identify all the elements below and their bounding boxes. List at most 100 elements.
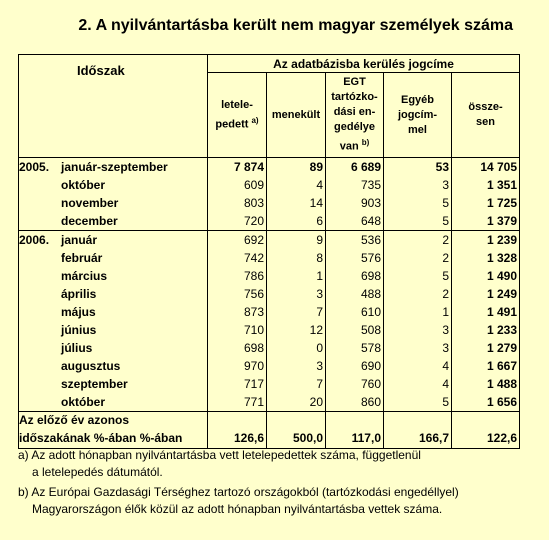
col-osszesen-cell: 1 491 — [450, 303, 521, 321]
table-row: szeptember 717 7 760 4 1 488 — [18, 375, 521, 393]
year-label: 2006. — [19, 233, 50, 247]
col-letelepedett-cell: 720 — [207, 212, 267, 231]
col-egyeb-pct: 166,7 — [383, 429, 452, 449]
col-egyeb-cell: 3 — [383, 176, 452, 194]
col-menekult-cell: 6 — [266, 212, 326, 231]
col-menekult-cell: 0 — [266, 339, 326, 357]
col-menekult-cell: 7 — [266, 303, 326, 321]
month-label: szeptember — [61, 377, 128, 391]
table-row: október 609 4 735 3 1 351 — [18, 176, 521, 194]
empty-cell — [383, 411, 452, 429]
month-label: január — [61, 233, 98, 247]
footnote-ref: a) — [251, 115, 259, 125]
month-label: október — [61, 395, 106, 409]
col-egyeb-cell: 2 — [383, 230, 452, 249]
header-line: menekült — [271, 108, 321, 121]
period-cell: június — [18, 321, 208, 339]
month-label: március — [61, 269, 108, 283]
header-line: gedélye — [334, 121, 375, 134]
col-egyeb-cell: 53 — [383, 157, 452, 176]
table-row: február 742 8 576 2 1 328 — [18, 249, 521, 267]
col-osszesen-cell: 1 279 — [450, 339, 521, 357]
header-line: mel — [408, 123, 427, 136]
col-menekult-cell: 4 — [266, 176, 326, 194]
month-label: január-szeptember — [61, 160, 168, 174]
month-label: december — [61, 214, 118, 228]
col-letelepedett-cell: 717 — [207, 375, 267, 393]
header-line: jogcím- — [397, 108, 438, 121]
col-egyeb-cell: 5 — [383, 194, 452, 212]
col-egyeb-cell: 1 — [383, 303, 452, 321]
table-title: 2. A nyilvántartásba került nem magyar s… — [78, 17, 513, 34]
col-egt-cell: 488 — [325, 285, 384, 303]
group-header: Az adatbázisba kerülés jogcíme — [206, 54, 521, 73]
col-egyeb-cell: 3 — [383, 321, 452, 339]
period-cell: február — [18, 249, 208, 267]
month-label: november — [61, 196, 119, 210]
col-osszesen-cell: 1 249 — [450, 285, 521, 303]
col-egyeb-cell: 5 — [383, 267, 452, 285]
col-egt-cell: 578 — [325, 339, 384, 357]
col-menekult-cell: 3 — [266, 357, 326, 375]
col-menekult-cell: 1 — [266, 267, 326, 285]
col-egt-cell: 648 — [325, 212, 384, 231]
period-cell: november — [18, 194, 208, 212]
col-letelepedett-cell: 970 — [207, 357, 267, 375]
footnote-line: a) Az adott hónapban nyilvántartásba vet… — [18, 448, 421, 462]
period-cell: október — [18, 393, 208, 412]
table-row: május 873 7 610 1 1 491 — [18, 303, 521, 321]
col-menekult-cell: 12 — [266, 321, 326, 339]
period-cell: április — [18, 285, 208, 303]
col-egt-cell: 903 — [325, 194, 384, 212]
col-egt-cell: 536 — [325, 230, 384, 249]
col-osszesen-cell: 1 379 — [450, 212, 521, 231]
col-menekult-cell: 7 — [266, 375, 326, 393]
footnotes: a) Az adott hónapban nyilvántartásba vet… — [18, 447, 528, 521]
col-egyeb-cell: 3 — [383, 339, 452, 357]
month-label: május — [61, 305, 96, 319]
col-letelepedett-cell: 771 — [207, 393, 267, 412]
header-line: letele- — [221, 98, 253, 111]
table-row: november 803 14 903 5 1 725 — [18, 194, 521, 212]
footnote-line: Magyarországon élők közül az adott hónap… — [32, 502, 443, 516]
col-menekult-header: menekült — [266, 72, 326, 158]
period-cell: október — [18, 176, 208, 194]
col-menekult-cell: 14 — [266, 194, 326, 212]
col-letelepedett-cell: 756 — [207, 285, 267, 303]
col-letelepedett-cell: 7 874 — [207, 157, 267, 176]
month-label: április — [61, 287, 97, 301]
col-egyeb-header: Egyéb jogcím-mel — [383, 72, 452, 158]
table-row: október 771 20 860 5 1 656 — [18, 393, 521, 412]
col-egyeb-cell: 2 — [383, 285, 452, 303]
year-label: 2005. — [19, 160, 50, 174]
col-letelepedett-cell: 803 — [207, 194, 267, 212]
col-letelepedett-cell: 786 — [207, 267, 267, 285]
col-egt-cell: 860 — [325, 393, 384, 412]
month-label: október — [61, 178, 106, 192]
header-line: sen — [476, 116, 495, 128]
period-cell: március — [18, 267, 208, 285]
col-osszesen-cell: 1 233 — [450, 321, 521, 339]
col-letelepedett-cell: 710 — [207, 321, 267, 339]
col-egt-cell: 610 — [325, 303, 384, 321]
col-letelepedett-cell: 873 — [207, 303, 267, 321]
empty-cell — [266, 411, 326, 429]
table-row: december 720 6 648 5 1 379 — [18, 212, 521, 231]
table-row: 2005. január-szeptember 7 874 89 6 689 53 14 7… — [18, 157, 521, 176]
col-egyeb-cell: 5 — [383, 393, 452, 412]
col-letelepedett-pct: 126,6 — [207, 429, 267, 449]
period-cell: 2005. január-szeptember — [18, 157, 208, 176]
table-row: április 756 3 488 2 1 249 — [18, 285, 521, 303]
col-egyeb-cell: 2 — [383, 249, 452, 267]
col-egyeb-cell: 4 — [383, 357, 452, 375]
col-egyeb-cell: 5 — [383, 212, 452, 231]
month-label: június — [61, 323, 97, 337]
month-label: augusztus — [61, 359, 121, 373]
col-menekult-pct: 500,0 — [266, 429, 326, 449]
footnote-line: a letelepedés dátumától. — [32, 465, 163, 479]
col-osszesen-cell: 1 239 — [450, 230, 521, 249]
col-letelepedett-cell: 698 — [207, 339, 267, 357]
empty-cell — [325, 411, 384, 429]
col-menekult-cell: 9 — [266, 230, 326, 249]
empty-cell — [207, 411, 267, 429]
